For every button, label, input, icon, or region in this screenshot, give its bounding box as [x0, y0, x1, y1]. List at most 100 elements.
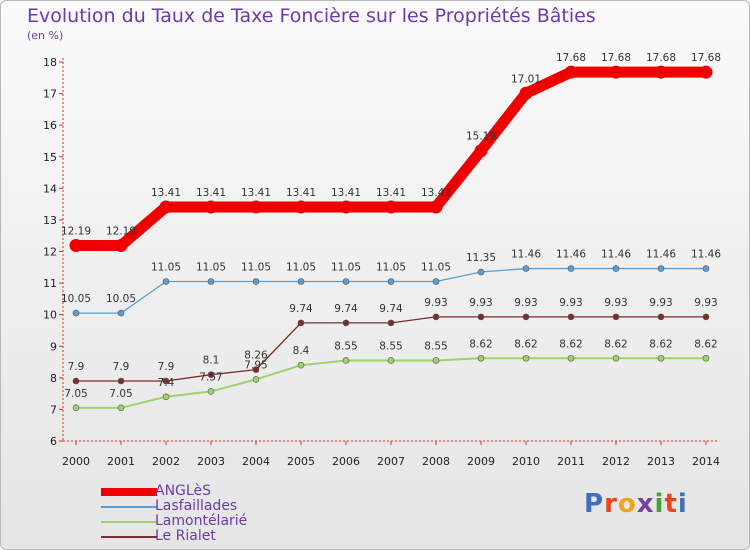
data-point-le-rialet: [702, 313, 710, 321]
chart-title: Evolution du Taux de Taxe Foncière sur l…: [27, 5, 596, 27]
data-point-lamontelarie: [387, 357, 395, 364]
data-point-lamontelarie: [117, 404, 125, 412]
data-point-lamontelarie: [702, 354, 710, 362]
data-label-le-rialet: 8.1: [203, 355, 220, 367]
data-point-lasfaillades: [432, 278, 440, 285]
data-point-angles: [114, 238, 128, 252]
data-label-angles: 17.01: [511, 73, 541, 85]
data-point-le-rialet: [342, 319, 350, 327]
data-label-lamontelarie: 8.62: [469, 338, 492, 350]
data-point-lasfaillades: [117, 309, 125, 317]
data-label-le-rialet: 9.93: [559, 297, 582, 309]
data-point-le-rialet: [477, 313, 485, 321]
data-label-lamontelarie: 7.4: [158, 377, 175, 389]
data-point-le-rialet: [207, 371, 215, 378]
data-point-le-rialet: [252, 366, 260, 373]
data-label-angles: 17.68: [556, 52, 586, 64]
data-point-lamontelarie: [72, 404, 80, 412]
x-tick-label: 2013: [647, 455, 675, 468]
logo-letter: x: [636, 489, 655, 519]
logo-letter: o: [617, 489, 637, 519]
legend-swatch-lasfaillades: [101, 506, 157, 508]
legend-swatch-lamontelarie: [101, 521, 157, 523]
data-label-le-rialet: 9.74: [289, 303, 313, 315]
y-tick-label: 15: [43, 151, 57, 164]
y-tick-label: 10: [43, 309, 57, 322]
data-label-angles: 12.19: [61, 225, 91, 237]
logo-letter: r: [604, 489, 618, 519]
data-point-le-rialet: [612, 313, 620, 321]
data-label-lamontelarie: 8.62: [694, 338, 717, 350]
legend-label-lamontelarie: Lamontélarié: [155, 513, 248, 529]
x-tick-label: 2002: [152, 455, 180, 468]
data-point-angles: [429, 200, 443, 214]
data-point-lasfaillades: [477, 268, 485, 276]
x-tick-label: 2003: [197, 455, 225, 468]
x-tick-label: 2011: [557, 455, 585, 468]
data-point-lasfaillades: [522, 265, 530, 272]
data-point-lamontelarie: [432, 357, 440, 364]
data-label-lasfaillades: 11.05: [331, 262, 361, 274]
x-tick-label: 2014: [692, 455, 720, 468]
data-label-le-rialet: 9.93: [424, 297, 447, 309]
data-point-angles: [519, 86, 533, 100]
data-label-lasfaillades: 11.46: [601, 249, 631, 261]
data-label-lasfaillades: 11.46: [511, 249, 541, 261]
data-label-lamontelarie: 8.62: [604, 338, 627, 350]
data-point-le-rialet: [522, 313, 530, 321]
data-label-lasfaillades: 10.05: [61, 293, 91, 305]
data-point-lamontelarie: [657, 354, 665, 362]
data-label-lasfaillades: 11.46: [691, 249, 721, 261]
proxiti-logo: Proxiti: [584, 489, 688, 519]
data-label-lamontelarie: 8.4: [293, 345, 310, 357]
data-label-angles: 13.41: [331, 187, 361, 199]
data-label-lasfaillades: 11.05: [421, 262, 451, 274]
data-point-lasfaillades: [162, 278, 170, 285]
data-point-lamontelarie: [477, 354, 485, 362]
logo-letter: P: [584, 489, 605, 519]
data-label-lasfaillades: 10.05: [106, 293, 136, 305]
data-label-lasfaillades: 11.35: [466, 252, 496, 264]
y-tick-label: 18: [43, 56, 57, 69]
data-point-lamontelarie: [567, 354, 575, 362]
data-label-lamontelarie: 8.62: [514, 338, 537, 350]
x-tick-label: 2006: [332, 455, 360, 468]
x-tick-label: 2007: [377, 455, 405, 468]
data-point-lasfaillades: [297, 278, 305, 285]
data-label-angles: 13.41: [196, 187, 226, 199]
data-label-lamontelarie: 8.55: [379, 340, 402, 352]
data-label-angles: 13.41: [286, 187, 316, 199]
data-point-lamontelarie: [207, 388, 215, 395]
y-tick-label: 17: [43, 88, 57, 101]
x-tick-label: 2009: [467, 455, 495, 468]
data-label-le-rialet: 9.93: [694, 297, 717, 309]
data-point-angles: [609, 65, 623, 79]
x-tick-label: 2001: [107, 455, 135, 468]
data-label-lamontelarie: 8.62: [649, 338, 672, 350]
legend-label-angles: ANGLèS: [155, 483, 211, 499]
data-point-angles: [294, 200, 308, 214]
x-tick-label: 2005: [287, 455, 315, 468]
data-point-lamontelarie: [162, 393, 170, 401]
data-point-angles: [339, 200, 353, 214]
data-label-lamontelarie: 7.57: [199, 371, 222, 383]
data-label-lamontelarie: 8.62: [559, 338, 582, 350]
y-tick-label: 8: [50, 372, 57, 385]
data-label-le-rialet: 8.26: [244, 350, 268, 362]
data-label-angles: 13.41: [151, 187, 181, 199]
data-label-le-rialet: 9.93: [649, 297, 672, 309]
x-tick-label: 2010: [512, 455, 540, 468]
logo-letter: i: [654, 489, 665, 519]
y-tick-label: 7: [50, 403, 57, 416]
data-label-lasfaillades: 11.46: [646, 249, 676, 261]
data-point-lamontelarie: [612, 354, 620, 362]
data-point-lasfaillades: [567, 265, 575, 272]
data-label-lamontelarie: 7.95: [244, 359, 267, 371]
data-point-le-rialet: [297, 319, 305, 327]
data-point-lasfaillades: [387, 278, 395, 285]
series-line-angles: [70, 66, 712, 251]
data-point-angles: [474, 144, 488, 158]
data-point-angles: [654, 65, 668, 79]
